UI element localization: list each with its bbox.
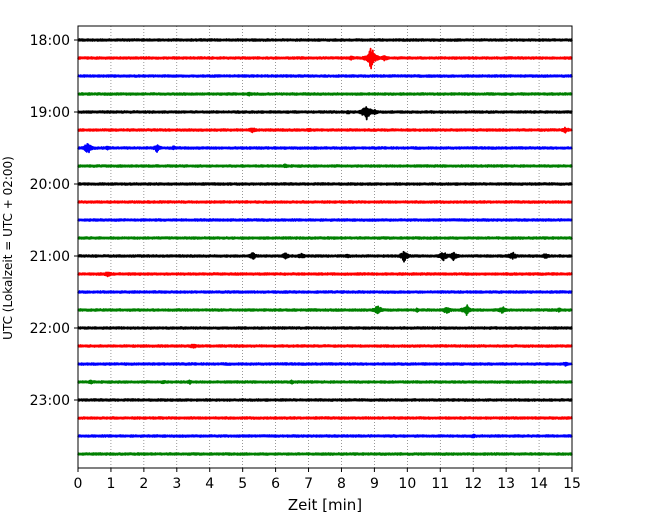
trace-2200	[77, 326, 573, 330]
y-tick-label: 21:00	[30, 249, 70, 265]
trace-2300	[77, 398, 573, 402]
trace-2145	[77, 304, 573, 316]
x-tick-label: 11	[431, 476, 449, 492]
y-axis-ticks: 18:00 19:00 20:00 21:00 22:00 23:00	[30, 33, 78, 409]
trace-2000	[77, 182, 573, 186]
trace-1845	[77, 91, 573, 97]
x-tick-label: 7	[304, 476, 313, 492]
trace-2330	[77, 433, 573, 439]
x-tick-label: 9	[370, 476, 379, 492]
x-tick-label: 1	[106, 476, 115, 492]
trace-1945	[77, 163, 573, 169]
y-tick-label: 22:00	[30, 321, 70, 337]
x-axis-label: Zeit [min]	[288, 496, 362, 514]
x-tick-label: 5	[238, 476, 247, 492]
x-tick-label: 6	[271, 476, 280, 492]
y-tick-label: 20:00	[30, 177, 70, 193]
x-tick-label: 2	[139, 476, 148, 492]
y-tick-label: 23:00	[30, 393, 70, 409]
seismic-traces	[77, 38, 573, 456]
grid-lines	[110, 26, 540, 468]
trace-2130	[77, 290, 573, 294]
x-tick-label: 3	[172, 476, 181, 492]
x-tick-label: 0	[74, 476, 83, 492]
trace-1930	[77, 143, 573, 154]
trace-1800	[77, 38, 573, 42]
trace-1815	[77, 47, 573, 70]
trace-2100	[77, 250, 573, 263]
x-tick-label: 10	[398, 476, 416, 492]
x-tick-label: 4	[205, 476, 214, 492]
trace-2030	[77, 218, 573, 222]
trace-1830	[77, 74, 573, 78]
x-tick-label: 8	[337, 476, 346, 492]
trace-2345	[77, 452, 573, 456]
trace-2115	[77, 271, 573, 278]
trace-2045	[77, 236, 573, 240]
x-axis-ticks: 0 1 2 3 4 5 6 7 8 9 10 11 12 13 14 15	[74, 468, 581, 492]
trace-2245	[77, 379, 573, 385]
y-tick-label: 18:00	[30, 33, 70, 49]
plot-frame	[77, 25, 573, 469]
x-tick-label: 12	[464, 476, 482, 492]
trace-1915	[77, 126, 573, 134]
trace-2230	[77, 361, 573, 367]
x-tick-label: 13	[497, 476, 515, 492]
x-tick-label: 15	[563, 476, 581, 492]
y-axis-label: UTC (Lokalzeit = UTC + 02:00)	[1, 156, 15, 340]
trace-1900	[77, 106, 573, 121]
trace-2015	[77, 200, 573, 204]
trace-2315	[77, 416, 573, 420]
y-tick-label: 19:00	[30, 105, 70, 121]
x-tick-label: 14	[530, 476, 548, 492]
trace-2215	[77, 343, 573, 349]
